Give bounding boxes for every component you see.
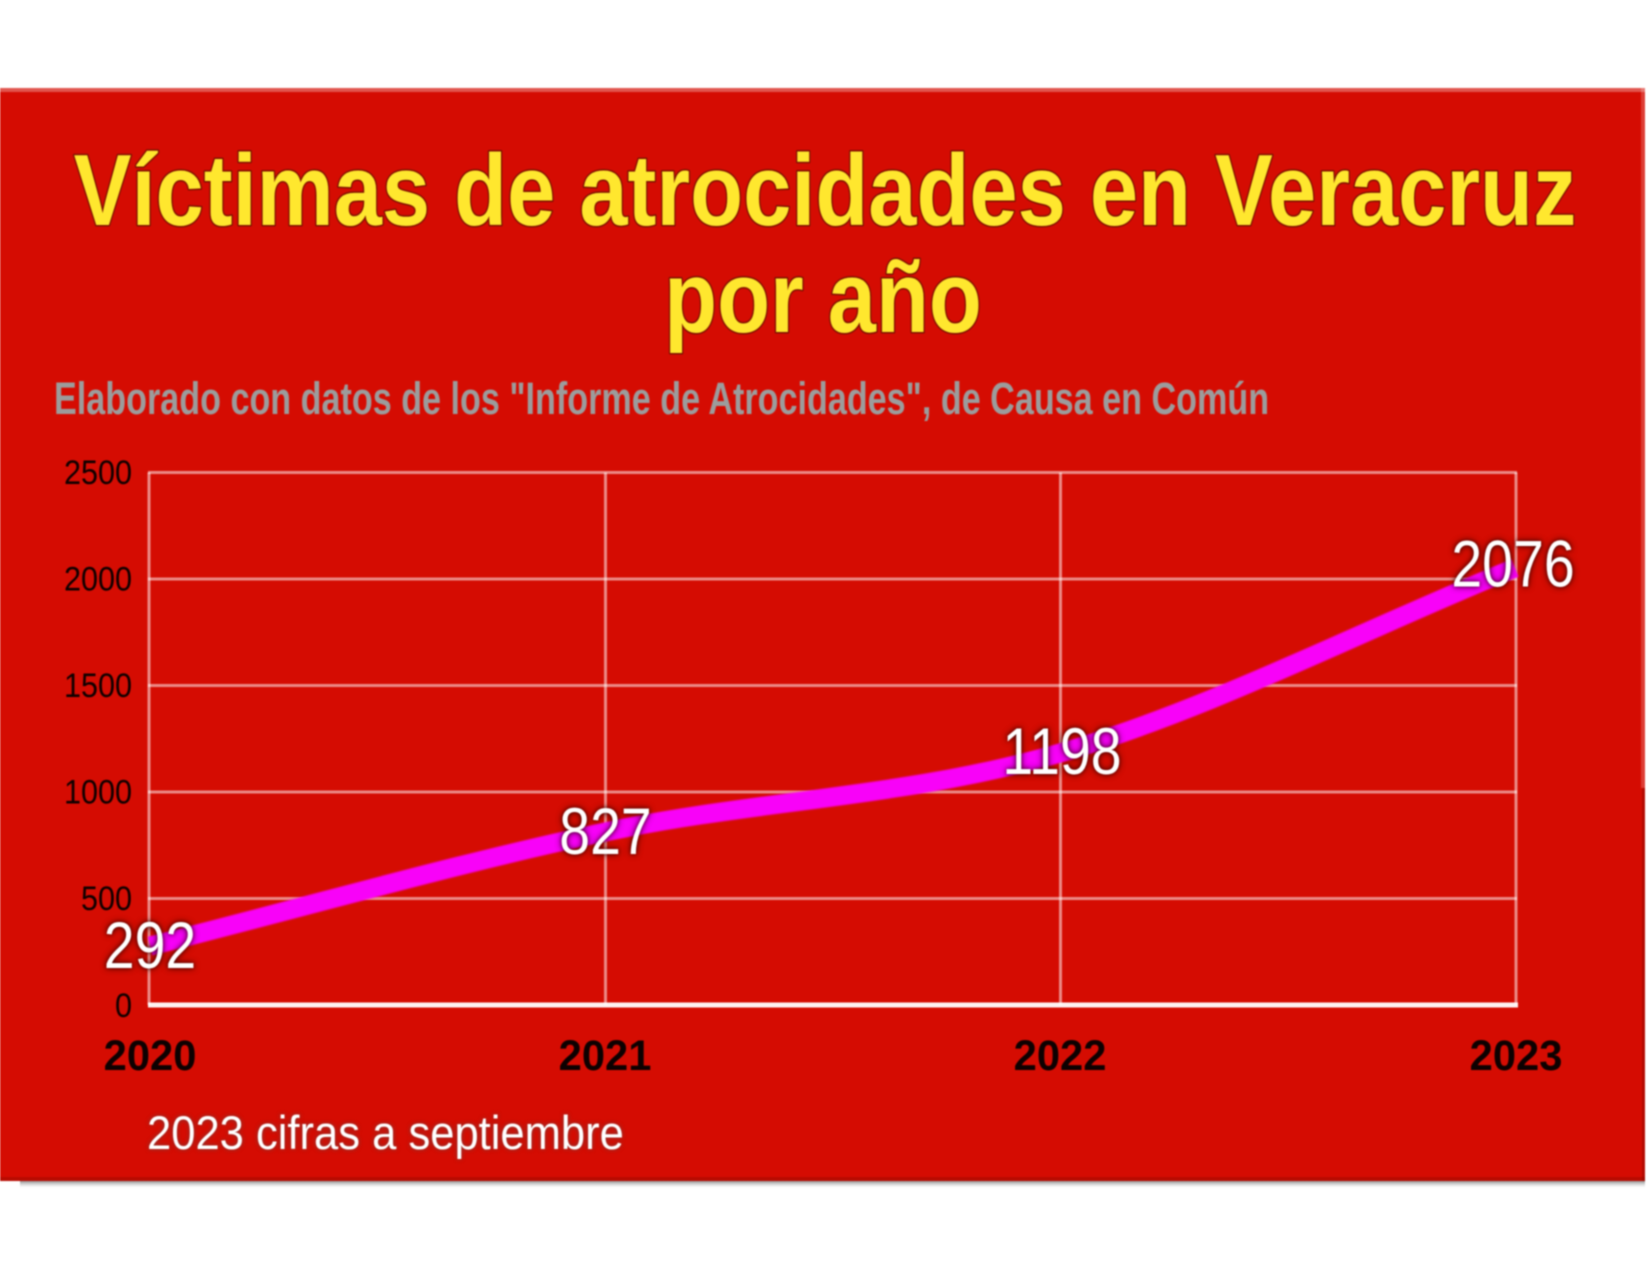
svg-text:827: 827 xyxy=(559,794,651,868)
svg-text:2023 cifras a septiembre: 2023 cifras a septiembre xyxy=(147,1106,624,1159)
svg-text:2020: 2020 xyxy=(104,1031,197,1079)
svg-text:Elaborado con datos de los "In: Elaborado con datos de los "Informe de A… xyxy=(54,375,1269,425)
svg-text:0: 0 xyxy=(115,987,132,1025)
svg-text:1000: 1000 xyxy=(64,773,132,811)
svg-text:por año: por año xyxy=(664,241,982,354)
svg-text:500: 500 xyxy=(81,880,132,918)
svg-text:292: 292 xyxy=(104,908,196,982)
svg-text:2023: 2023 xyxy=(1470,1031,1563,1079)
svg-text:1198: 1198 xyxy=(1002,714,1121,788)
svg-text:2076: 2076 xyxy=(1451,527,1574,601)
svg-text:2021: 2021 xyxy=(559,1031,652,1079)
svg-text:Víctimas de atrocidades en Ver: Víctimas de atrocidades en Veracruz xyxy=(74,134,1577,247)
svg-text:2022: 2022 xyxy=(1014,1031,1107,1079)
svg-text:2000: 2000 xyxy=(64,560,132,598)
svg-text:1500: 1500 xyxy=(64,667,132,705)
svg-text:2500: 2500 xyxy=(64,454,132,492)
